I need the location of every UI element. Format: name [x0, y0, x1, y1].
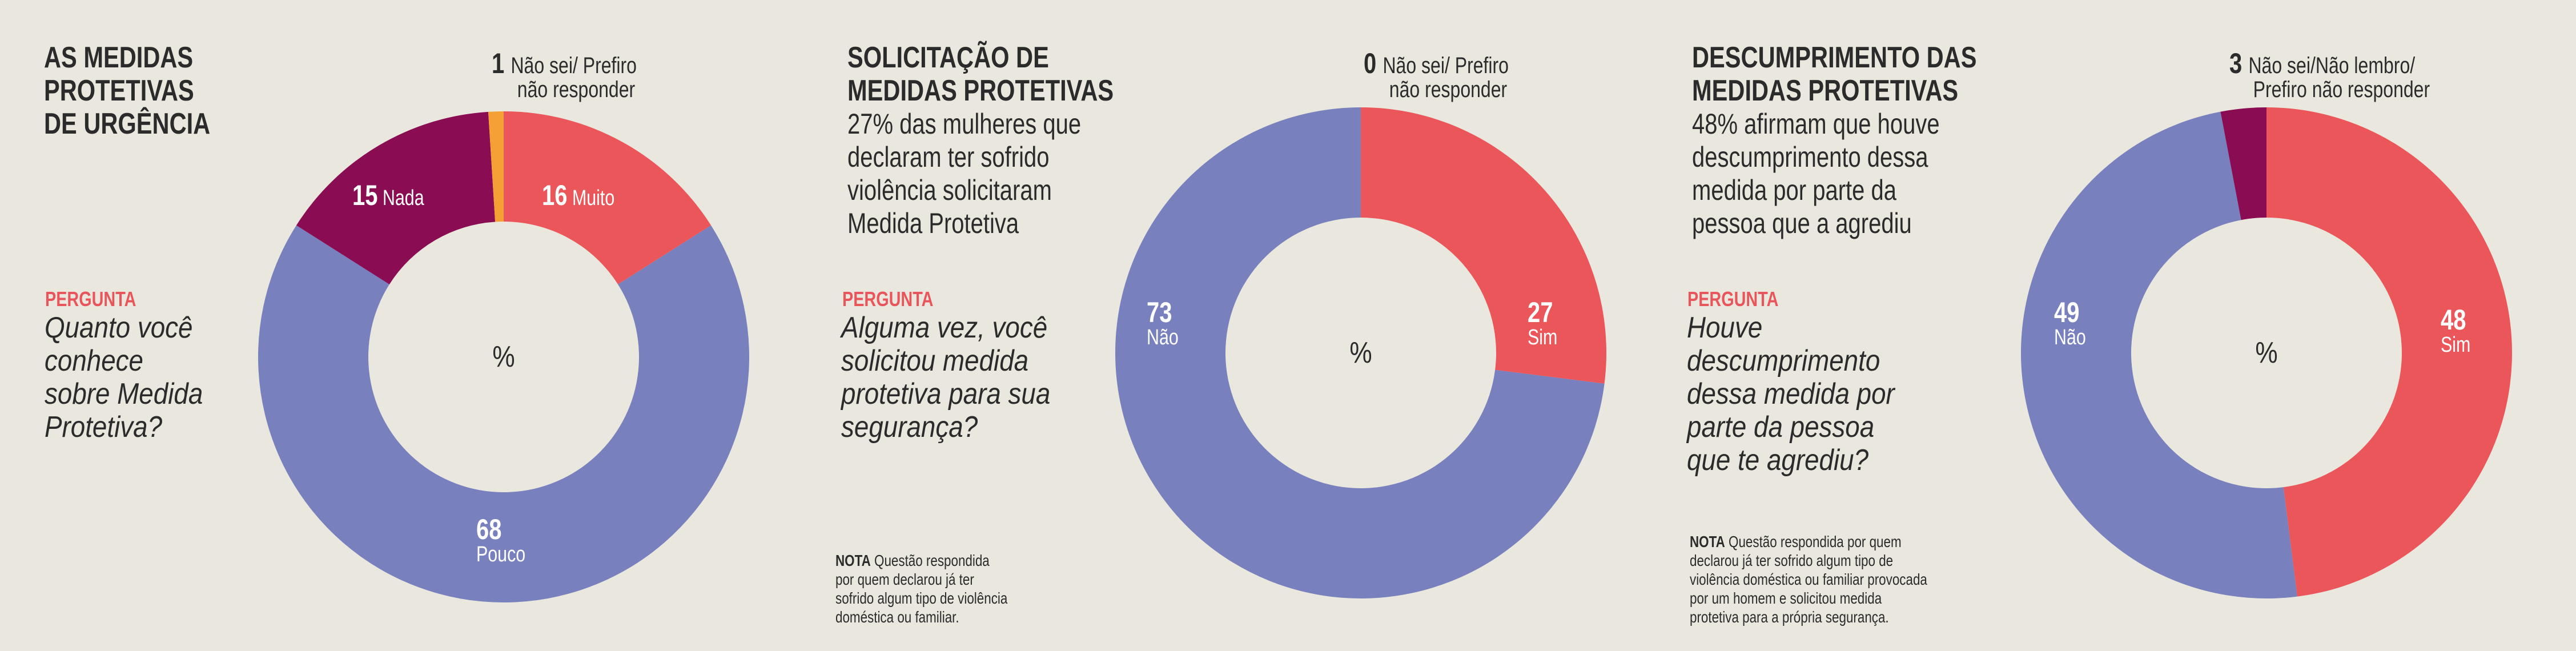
note-line: doméstica ou familiar.: [835, 608, 959, 626]
donut-slice-não-sei-prefiro-não-responder: [488, 111, 504, 222]
chart2-question: Alguma vez, você solicitou medida protet…: [841, 311, 1050, 444]
question-line: parte da pessoa: [1687, 411, 1875, 444]
chart3-center-percent: %: [2255, 336, 2278, 369]
other-value: 0: [1364, 47, 1377, 79]
question-line: protetiva para sua: [841, 377, 1051, 411]
slice-label: Nada: [382, 186, 424, 210]
slice-value: 16: [542, 179, 568, 211]
title-line: MEDIDAS PROTETIVAS: [847, 74, 1114, 107]
slice-label: Pouco: [476, 542, 526, 566]
chart2-note: NOTA Questão respondida por quem declaro…: [835, 551, 1007, 626]
chart3-subtitle: 48% afirmam que houve descumprimento des…: [1692, 107, 1940, 240]
chart2-title: SOLICITAÇÃO DE MEDIDAS PROTETIVAS: [847, 41, 1114, 107]
chart2-label-nao: 73 Não: [1147, 296, 1179, 350]
slice-value: 68: [476, 513, 502, 545]
chart1-pergunta-label: PERGUNTA: [45, 287, 136, 311]
question-line: Quanto você: [45, 311, 193, 344]
subtitle-line: 48% afirmam que houve: [1692, 108, 1940, 140]
note-line: sofrido algum tipo de violência: [835, 589, 1008, 607]
slice-label: Muito: [572, 186, 615, 210]
other-text: não responder: [1389, 77, 1508, 102]
chart1-label-muito: 16 Muito: [542, 181, 615, 211]
other-text: Não sei/ Prefiro: [511, 53, 637, 78]
title-line: DESCUMPRIMENTO DAS: [1692, 41, 1977, 74]
question-line: que te agrediu?: [1687, 444, 1869, 477]
other-value: 1: [492, 47, 505, 79]
note-line: violência doméstica ou familiar provocad…: [1690, 570, 1927, 588]
question-line: conhece: [45, 344, 144, 377]
subtitle-line: violência solicitaram: [847, 174, 1052, 206]
other-text: não responder: [517, 77, 636, 102]
note-line: por quem declarou já ter: [835, 570, 974, 588]
subtitle-line: 27% das mulheres que: [847, 108, 1082, 140]
chart3-pergunta-label: PERGUNTA: [1687, 287, 1779, 311]
slice-label: Sim: [1528, 326, 1558, 349]
chart1-other-label: 1 Não sei/ Prefiro não responder: [492, 49, 637, 102]
chart3-other-label: 3 Não sei/Não lembro/ Prefiro não respond…: [2229, 49, 2430, 102]
subtitle-line: declaram ter sofrido: [847, 141, 1050, 173]
subtitle-line: descumprimento dessa: [1692, 141, 1928, 173]
note-line: por um homem e solicitou medida: [1690, 589, 1882, 607]
slice-label: Não: [1147, 326, 1179, 349]
chart2-other-label: 0 Não sei/ Prefiro não responder: [1364, 49, 1509, 102]
slice-label: Não: [2054, 326, 2086, 349]
chart3-title: DESCUMPRIMENTO DAS MEDIDAS PROTETIVAS: [1692, 41, 1976, 107]
question-line: Protetiva?: [45, 411, 163, 444]
donut-slice-sim: [2266, 107, 2513, 597]
slice-value: 27: [1528, 296, 1553, 328]
donut-slice-pouco: [258, 225, 749, 602]
slice-value: 73: [1147, 296, 1172, 328]
chart1-label-nada: 15 Nada: [352, 181, 424, 211]
title-line: DE URGÊNCIA: [44, 107, 211, 140]
question-line: solicitou medida: [841, 344, 1029, 377]
note-line: protetiva para a própria segurança.: [1690, 608, 1889, 626]
question-line: segurança?: [841, 411, 978, 444]
subtitle-line: pessoa que a agrediu: [1692, 207, 1912, 239]
donut-slice-nada: [296, 111, 496, 285]
slice-value: 15: [352, 179, 378, 211]
question-line: Houve: [1687, 311, 1763, 344]
note-line: Questão respondida: [874, 552, 990, 569]
chart2-subtitle: 27% das mulheres que declaram ter sofrid…: [847, 107, 1081, 240]
subtitle-line: medida por parte da: [1692, 174, 1897, 206]
chart1-title: AS MEDIDAS PROTETIVAS DE URGÊNCIA: [44, 41, 210, 140]
question-line: dessa medida por: [1687, 377, 1895, 411]
donut-slice-não-sei-não-lembro-prefiro-não-responder: [2220, 107, 2266, 220]
donut-slice-não: [1115, 107, 1605, 598]
chart1-center-percent: %: [492, 340, 515, 373]
other-text: Não sei/ Prefiro: [1383, 53, 1509, 78]
other-value: 3: [2229, 47, 2243, 79]
slice-label: Sim: [2441, 333, 2471, 357]
note-line: Questão respondida por quem: [1729, 533, 1902, 550]
question-line: sobre Medida: [45, 377, 203, 411]
chart3-label-sim: 48 Sim: [2441, 304, 2471, 357]
note-line: declarou já ter sofrido algum tipo de: [1690, 552, 1894, 569]
donut-slice-sim: [1361, 107, 1606, 384]
chart2-label-sim: 27 Sim: [1528, 296, 1558, 350]
slice-value: 49: [2054, 296, 2080, 328]
chart3-question: Houve descumprimento dessa medida por pa…: [1687, 311, 1895, 477]
title-line: PROTETIVAS: [44, 74, 194, 107]
title-line: AS MEDIDAS: [44, 41, 194, 74]
other-text: Prefiro não responder: [2253, 77, 2430, 102]
chart3-label-nao: 49 Não: [2054, 296, 2086, 350]
slice-value: 48: [2441, 304, 2466, 336]
subtitle-line: Medida Protetiva: [847, 207, 1019, 239]
chart3-note: NOTA Questão respondida por quem declaro…: [1690, 532, 1927, 626]
other-text: Não sei/Não lembro/: [2248, 53, 2416, 78]
question-line: descumprimento: [1687, 344, 1880, 377]
question-line: Alguma vez, você: [841, 311, 1048, 344]
donut-slice-muito: [504, 111, 712, 285]
title-line: SOLICITAÇÃO DE: [847, 41, 1049, 74]
chart2-pergunta-label: PERGUNTA: [842, 287, 934, 311]
chart1-question: Quanto você conhece sobre Medida Proteti…: [45, 311, 203, 444]
title-line: MEDIDAS PROTETIVAS: [1692, 74, 1959, 107]
chart1-label-pouco: 68 Pouco: [476, 513, 526, 567]
donut-slice-não: [2021, 111, 2297, 599]
note-label: NOTA: [1690, 533, 1725, 550]
chart2-center-percent: %: [1349, 336, 1372, 369]
note-label: NOTA: [835, 552, 871, 569]
